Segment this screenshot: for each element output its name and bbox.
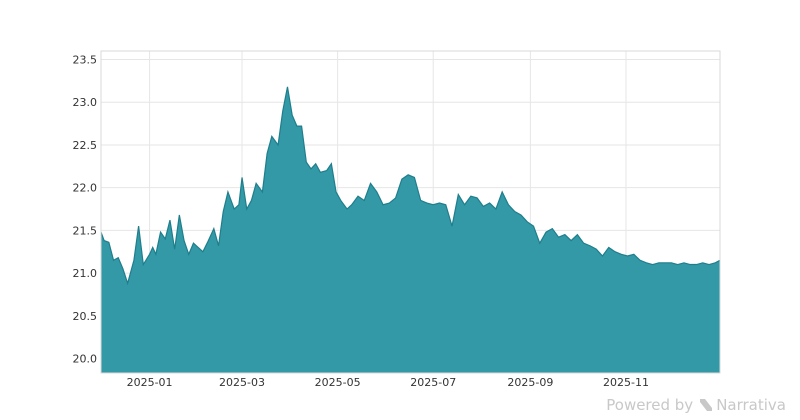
powered-by-text: Powered by (606, 396, 694, 414)
x-tick-label: 2025-03 (219, 376, 265, 389)
brand-name: Narrativa (716, 396, 786, 414)
y-tick-label: 20.0 (73, 352, 98, 365)
x-axis-ticks: 2025-01 2025-03 2025-05 2025-07 2025-09 2025-… (127, 376, 649, 389)
y-axis-ticks: 20.0 20.5 21.0 21.5 22.0 22.5 23.0 23.5 (73, 54, 98, 366)
area-series (101, 86, 720, 374)
x-tick-label: 2025-09 (507, 376, 553, 389)
x-tick-label: 2025-01 (127, 376, 173, 389)
y-tick-label: 21.0 (73, 267, 98, 280)
y-tick-label: 22.5 (73, 139, 98, 152)
y-tick-label: 21.5 (73, 224, 98, 237)
x-tick-label: 2025-11 (603, 376, 649, 389)
x-tick-label: 2025-05 (315, 376, 361, 389)
y-tick-label: 22.0 (73, 182, 98, 195)
narrativa-logo-icon (700, 399, 713, 411)
powered-by-watermark: Powered by Narrativa (606, 396, 786, 414)
plot-border (100, 50, 721, 374)
y-tick-label: 23.0 (73, 96, 98, 109)
y-tick-label: 23.5 (73, 54, 98, 67)
line-series (100, 86, 721, 286)
y-tick-label: 20.5 (73, 310, 98, 323)
x-tick-label: 2025-07 (410, 376, 456, 389)
narrativa-logo: Narrativa (699, 396, 786, 414)
